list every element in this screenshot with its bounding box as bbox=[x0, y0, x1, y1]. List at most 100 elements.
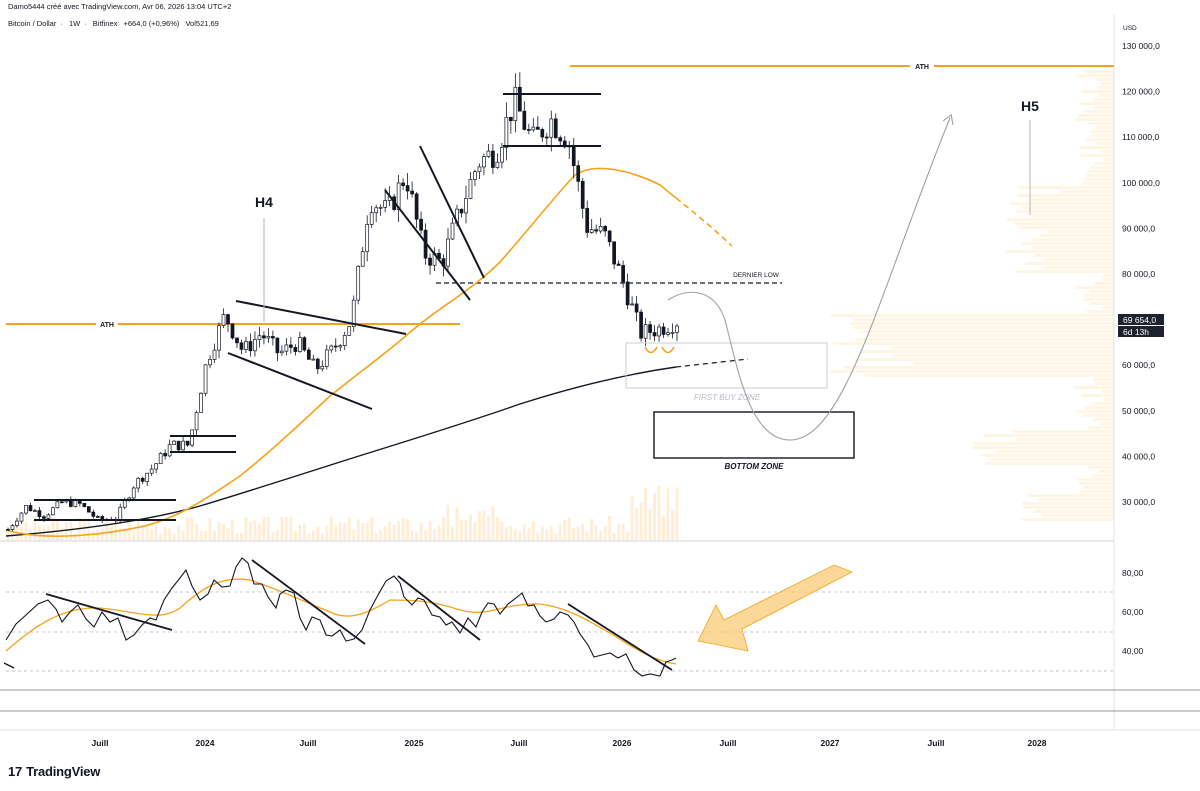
candle-body bbox=[289, 344, 293, 348]
candle-body bbox=[136, 477, 141, 489]
projection-path bbox=[667, 118, 950, 441]
candle-body bbox=[280, 350, 284, 354]
volume-profile-row bbox=[892, 354, 1114, 357]
candle-body bbox=[639, 311, 643, 339]
candle-body bbox=[230, 323, 235, 339]
symbol-change: +664,0 (+0,96%) bbox=[123, 19, 180, 28]
volume-profile-row bbox=[1099, 422, 1114, 425]
candle-body bbox=[333, 345, 338, 348]
volume-bar bbox=[244, 516, 248, 540]
volume-bar bbox=[64, 522, 68, 540]
candle-body bbox=[262, 335, 266, 339]
volume-bar bbox=[662, 515, 666, 540]
volume-bar bbox=[477, 511, 481, 540]
volume-bar bbox=[383, 526, 387, 540]
volume-bar bbox=[374, 532, 378, 540]
rsi-pane[interactable] bbox=[3, 557, 1114, 677]
volume-bar bbox=[455, 507, 459, 540]
time-tick-label: 2024 bbox=[196, 738, 215, 748]
candle-body bbox=[491, 150, 495, 168]
symbol-interval[interactable]: 1W bbox=[68, 19, 81, 28]
candle-body bbox=[167, 444, 172, 457]
volume-bar bbox=[437, 525, 441, 540]
candle-body bbox=[603, 226, 608, 232]
volume-bar bbox=[275, 529, 279, 540]
volume-profile-row bbox=[1087, 170, 1114, 173]
first-buy-zone[interactable] bbox=[625, 342, 828, 389]
volume-bar bbox=[195, 523, 199, 540]
candle-body bbox=[51, 507, 55, 516]
volume-profile-row bbox=[1075, 118, 1114, 121]
volume-bar bbox=[172, 533, 176, 540]
volume-bar bbox=[361, 523, 365, 540]
volume-profile-row bbox=[1096, 142, 1114, 145]
volume-profile-row bbox=[1019, 186, 1114, 189]
volume-bar bbox=[15, 517, 19, 540]
volume-bar bbox=[42, 527, 46, 540]
volume-profile-row bbox=[1031, 214, 1114, 217]
candle-body bbox=[37, 510, 42, 518]
candle-body bbox=[428, 257, 432, 266]
volume-profile-row bbox=[853, 326, 1114, 329]
volume-bar bbox=[522, 524, 526, 540]
candle-body bbox=[558, 137, 563, 142]
rsi-tick-label: 80,00 bbox=[1122, 568, 1144, 578]
volume-bar bbox=[105, 518, 109, 540]
volume-bar bbox=[307, 533, 311, 540]
volume-profile-row bbox=[1016, 438, 1114, 441]
volume-profile-row bbox=[985, 462, 1114, 465]
volume-bar bbox=[6, 528, 10, 540]
volume-profile-row bbox=[1077, 478, 1114, 481]
volume-bar bbox=[199, 530, 203, 540]
candle-body bbox=[131, 487, 136, 499]
volume-profile-row bbox=[1040, 234, 1114, 237]
volume-profile-row bbox=[1032, 238, 1114, 241]
volume-profile-row bbox=[1033, 510, 1114, 513]
candle-body bbox=[172, 440, 176, 445]
volume-profile-row bbox=[996, 450, 1114, 453]
time-axis[interactable]: Juill 2024 Juill 2025 Juill 2026 Juill 2027 Juil… bbox=[91, 738, 1046, 748]
dernier-low-label: DERNIER LOW bbox=[733, 272, 780, 279]
candle-body bbox=[6, 529, 10, 531]
candle-body bbox=[513, 86, 518, 122]
candle-body bbox=[356, 265, 361, 301]
volume-profile-row bbox=[1088, 426, 1114, 429]
rsi-axis[interactable]: 80,00 60,00 40,00 bbox=[1122, 568, 1144, 656]
author-line: Damo5444 créé avec TradingView.com, Avr … bbox=[8, 2, 232, 11]
candle-body bbox=[360, 251, 365, 267]
volume-profile-row bbox=[1016, 210, 1114, 213]
volume-profile-row bbox=[1095, 126, 1114, 129]
volume-bar bbox=[648, 509, 652, 540]
volume-bar bbox=[204, 530, 208, 540]
volume-profile-row bbox=[1102, 158, 1114, 161]
candle-body bbox=[19, 512, 24, 522]
rsi-tick-label: 60,00 bbox=[1122, 607, 1144, 617]
volume-profile-row bbox=[1079, 146, 1114, 149]
volume-bar bbox=[424, 529, 428, 540]
candle-body bbox=[122, 499, 127, 508]
price-tick-label: 120 000,0 bbox=[1122, 87, 1160, 97]
volume-profile-row bbox=[981, 454, 1114, 457]
candle-body bbox=[531, 126, 536, 131]
time-tick-label: Juill bbox=[91, 738, 108, 748]
time-tick-label: Juill bbox=[510, 738, 527, 748]
volume-profile-row bbox=[1010, 202, 1114, 205]
volume-profile-row bbox=[1047, 230, 1114, 233]
tradingview-logo[interactable]: 17 TradingView bbox=[8, 764, 100, 779]
volume-bar bbox=[554, 533, 558, 540]
volume-bar bbox=[406, 519, 410, 540]
volume-bar bbox=[527, 528, 531, 540]
candle-body bbox=[163, 453, 167, 457]
symbol-name[interactable]: Bitcoin / Dollar bbox=[8, 19, 57, 28]
volume-profile-row bbox=[1080, 154, 1114, 157]
candle-body bbox=[324, 349, 329, 367]
candle-body bbox=[607, 230, 612, 243]
volume-bar bbox=[397, 521, 401, 540]
candle-body bbox=[450, 222, 455, 240]
volume-bar bbox=[150, 528, 154, 540]
price-axis[interactable]: USD 130 000,0 120 000,0 110 000,0 100 000,0… bbox=[1122, 25, 1160, 507]
candle-body bbox=[176, 440, 181, 451]
volume-profile-row bbox=[1030, 198, 1114, 201]
candle-body bbox=[91, 511, 96, 517]
